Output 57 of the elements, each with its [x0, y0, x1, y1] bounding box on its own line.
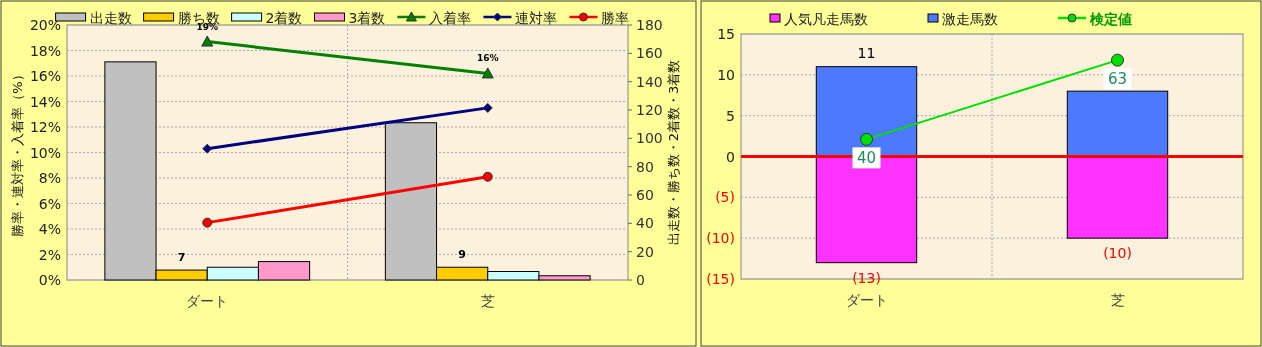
y-tick-label: 5 [726, 107, 735, 124]
y2-tick-label: 140 [636, 73, 663, 90]
point [202, 143, 213, 154]
legend-label: 人気凡走馬数 [784, 11, 868, 27]
y-tick-label: 15 [717, 26, 735, 42]
legend-label: 激走馬数 [942, 11, 998, 27]
y-tick-label: 2% [38, 246, 61, 263]
y-tick-label: (10) [706, 230, 735, 247]
y-tick-label: 4% [38, 221, 61, 237]
x-tick-label: 芝 [1110, 292, 1125, 308]
y2-tick-label: 60 [636, 187, 654, 203]
annotation: 63 [1103, 68, 1132, 90]
y-tick-label: 10 [717, 66, 735, 83]
y2-axis-title: 出走数・勝ち数・2着数・3着数 [666, 59, 681, 246]
data-label: (13) [852, 269, 881, 286]
y-tick-label: 14% [29, 93, 61, 110]
y-tick-label: (15) [706, 271, 735, 287]
legend-label: 勝率 [601, 10, 630, 26]
point [482, 171, 493, 182]
y-tick-label: 20% [29, 17, 61, 33]
data-label: 7 [177, 251, 186, 265]
data-label: (10) [1103, 245, 1132, 262]
y2-tick-label: 40 [636, 215, 654, 232]
legend-label: 3着数 [348, 10, 386, 26]
data-label: 9 [458, 248, 466, 262]
y-tick-label: (5) [715, 189, 735, 206]
y2-tick-label: 180 [636, 17, 663, 33]
data-label: 11 [857, 44, 876, 61]
x-tick-label: ダート [845, 292, 888, 308]
y-tick-label: 8% [38, 170, 61, 186]
y-tick-label: 6% [38, 195, 61, 212]
y-tick-label: 12% [29, 119, 61, 135]
y2-tick-label: 20 [636, 243, 654, 260]
legend-label: 連対率 [515, 10, 558, 26]
annotation: 40 [852, 147, 881, 169]
legend-label: 出走数 [89, 10, 132, 26]
y-tick-label: 0 [726, 148, 735, 165]
point [202, 217, 213, 228]
y2-tick-label: 120 [636, 102, 663, 118]
bar [1066, 156, 1169, 239]
y-tick-label: 16% [29, 68, 61, 84]
x-tick-label: ダート [186, 293, 229, 309]
y-tick-label: 0% [38, 272, 61, 288]
data-label: 16% [476, 53, 499, 64]
legend-label: 検定値 [1089, 11, 1132, 27]
y-tick-label: 10% [29, 144, 61, 161]
y2-tick-label: 100 [636, 130, 663, 147]
y2-tick-label: 80 [636, 158, 654, 175]
legend-label: 2着数 [265, 10, 303, 26]
point [482, 102, 493, 113]
y2-tick-label: 160 [636, 45, 663, 62]
bar [1066, 90, 1169, 157]
x-tick-label: 芝 [480, 293, 495, 309]
legend-label: 入着率 [429, 10, 472, 26]
y2-tick-label: 0 [636, 272, 645, 288]
y-tick-label: 18% [29, 42, 61, 59]
y-axis-title: 勝率・連対率・入着率（%） [10, 68, 25, 237]
